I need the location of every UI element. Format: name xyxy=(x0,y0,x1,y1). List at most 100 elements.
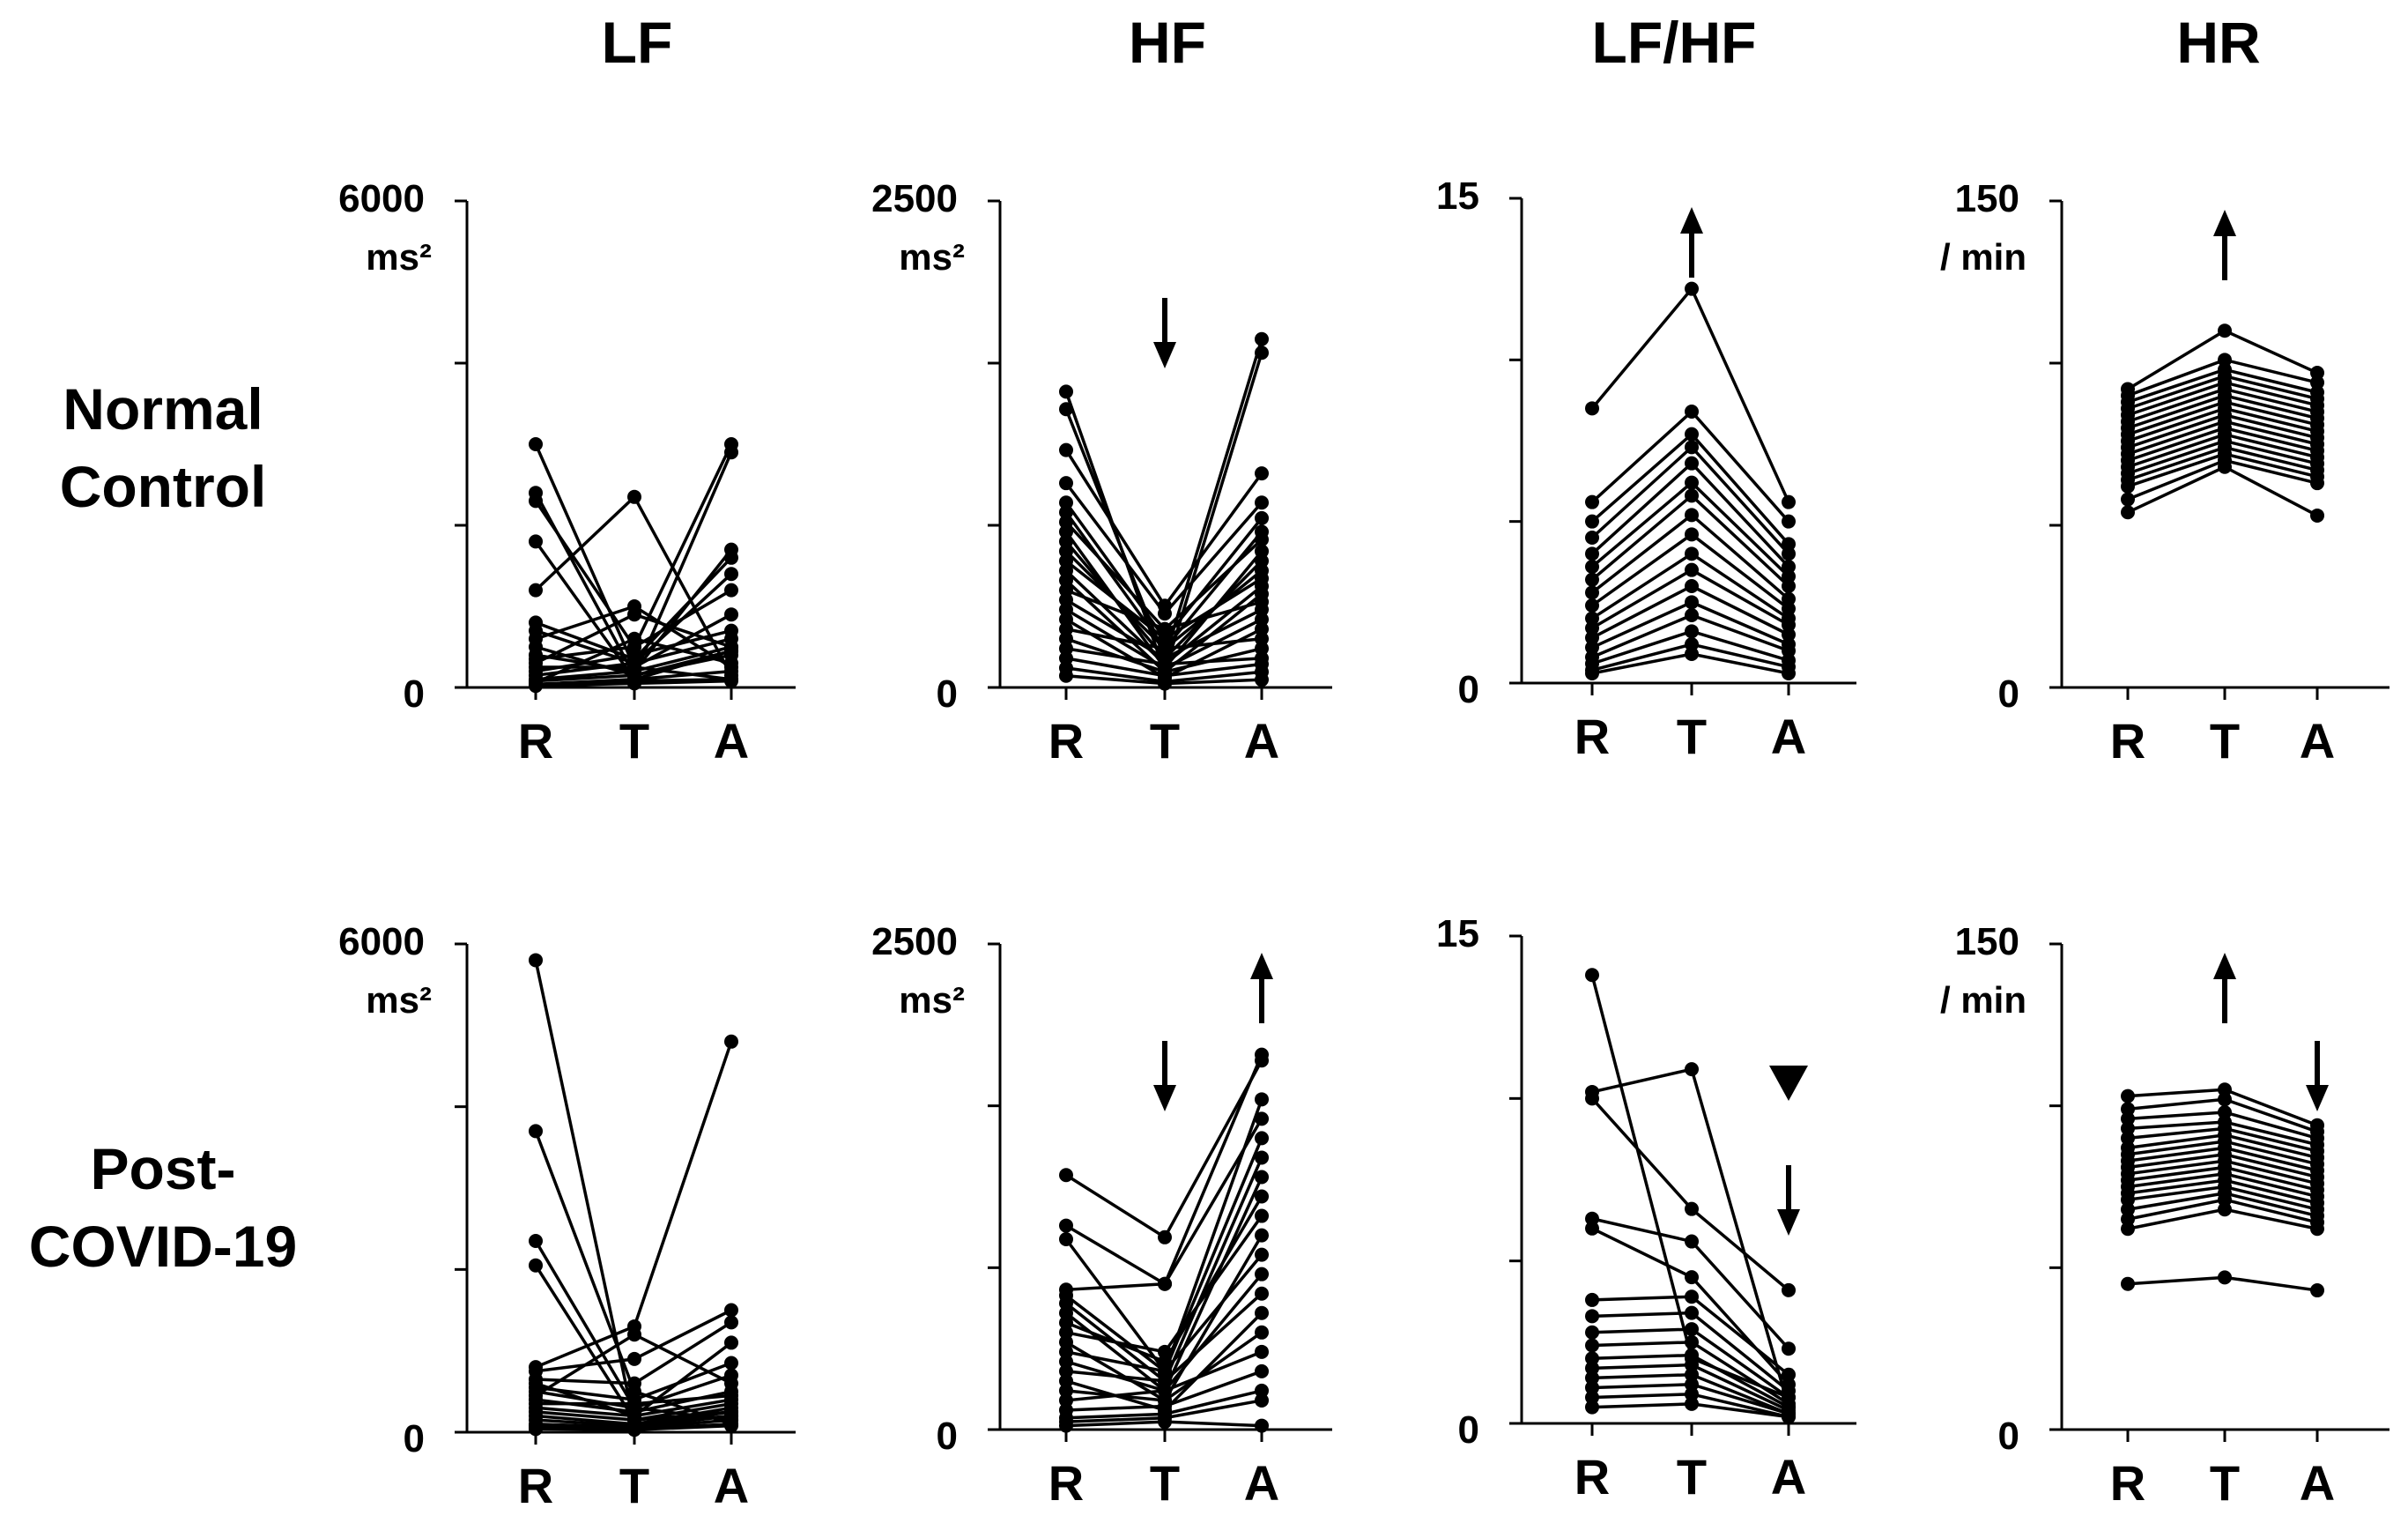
data-point xyxy=(1059,1373,1073,1388)
data-point xyxy=(1255,495,1269,510)
data-point xyxy=(1255,510,1269,525)
data-point xyxy=(1255,1325,1269,1340)
data-point xyxy=(1059,612,1073,627)
data-point xyxy=(627,607,641,622)
data-point xyxy=(1685,1201,1699,1216)
x-tick-label: R xyxy=(518,1458,553,1513)
data-point xyxy=(1685,608,1699,622)
data-point xyxy=(2218,1105,2232,1120)
row-label-line: Control xyxy=(59,454,267,519)
data-point xyxy=(529,1422,543,1437)
y-tick-label: 6000 xyxy=(338,177,425,220)
data-point xyxy=(1585,620,1599,635)
y-tick-label: 0 xyxy=(937,672,958,716)
data-point xyxy=(1255,1111,1269,1126)
data-point xyxy=(529,583,543,598)
data-point xyxy=(1585,1351,1599,1366)
data-point xyxy=(1255,621,1269,636)
data-point xyxy=(1255,602,1269,617)
data-point xyxy=(2310,1222,2324,1237)
data-point xyxy=(1685,508,1699,523)
data-point xyxy=(1059,515,1073,530)
down-arrow-icon xyxy=(1153,298,1176,368)
data-point xyxy=(2310,375,2324,390)
arrow-head xyxy=(1680,207,1703,234)
series-line xyxy=(1065,1118,1263,1292)
x-tick-label: R xyxy=(2110,1455,2145,1511)
data-point xyxy=(724,673,738,688)
data-point xyxy=(1685,488,1699,503)
data-point xyxy=(724,1418,738,1433)
data-point xyxy=(1585,572,1599,587)
data-point xyxy=(1685,546,1699,561)
data-point xyxy=(1685,1234,1699,1249)
data-point xyxy=(1059,631,1073,646)
y-tick-label: 150 xyxy=(1955,920,2019,963)
data-point xyxy=(1782,591,1796,606)
data-point xyxy=(1255,1170,1269,1185)
data-point xyxy=(1585,546,1599,561)
y-tick-label: 0 xyxy=(1458,1408,1479,1452)
data-point xyxy=(1585,968,1599,983)
data-point xyxy=(1255,1267,1269,1282)
data-point xyxy=(1158,1230,1172,1244)
series-line xyxy=(1590,1097,1790,1292)
data-point xyxy=(1255,1047,1269,1062)
data-point xyxy=(529,1124,543,1139)
data-point xyxy=(1782,601,1796,616)
data-point xyxy=(1059,1218,1073,1233)
up-arrow-icon xyxy=(1680,207,1703,278)
data-point xyxy=(1059,476,1073,491)
data-point xyxy=(1685,1270,1699,1285)
data-point xyxy=(1255,1131,1269,1146)
data-point xyxy=(2218,353,2232,368)
data-point xyxy=(2121,1212,2135,1227)
data-point xyxy=(1685,281,1699,296)
data-point xyxy=(1059,1315,1073,1330)
data-point xyxy=(1685,1348,1699,1363)
data-point xyxy=(627,631,641,646)
data-point xyxy=(1685,579,1699,593)
data-point xyxy=(1685,1367,1699,1382)
data-point xyxy=(1255,1383,1269,1398)
x-tick-label: A xyxy=(1771,1449,1806,1504)
data-point xyxy=(1158,621,1172,636)
data-point xyxy=(1585,640,1599,655)
y-tick-label: 0 xyxy=(404,672,425,716)
y-tick-label: 2500 xyxy=(871,177,958,220)
data-point xyxy=(1059,384,1073,399)
data-point xyxy=(1685,562,1699,577)
data-point xyxy=(724,1034,738,1049)
y-unit-label: ms² xyxy=(366,979,432,1021)
x-tick-label: R xyxy=(1574,1449,1610,1504)
data-point xyxy=(1585,1221,1599,1236)
y-tick-label: 15 xyxy=(1436,912,1479,955)
data-point xyxy=(724,583,738,598)
data-point xyxy=(1782,1409,1796,1424)
data-point xyxy=(1585,1371,1599,1386)
y-tick-label: 0 xyxy=(1458,668,1479,711)
down-arrow-icon xyxy=(1153,1041,1176,1111)
data-point xyxy=(1158,1383,1172,1398)
data-point xyxy=(1059,602,1073,617)
y-tick-label: 6000 xyxy=(338,920,425,963)
x-tick-label: A xyxy=(714,1458,749,1513)
data-point xyxy=(1059,1305,1073,1320)
data-point xyxy=(1059,1232,1073,1247)
row-label-line: Normal xyxy=(63,376,263,442)
data-point xyxy=(1059,442,1073,457)
data-point xyxy=(1685,456,1699,471)
data-point xyxy=(1685,1386,1699,1401)
data-point xyxy=(2121,1121,2135,1136)
data-point xyxy=(1255,641,1269,656)
row-label-line: Post- xyxy=(90,1136,236,1201)
data-point xyxy=(1782,1341,1796,1356)
data-point xyxy=(1585,1380,1599,1395)
data-point xyxy=(2121,505,2135,520)
data-point xyxy=(627,1423,641,1438)
up-arrow-icon xyxy=(2213,210,2236,280)
data-point xyxy=(627,1396,641,1411)
x-tick-label: T xyxy=(1150,1455,1180,1511)
data-point xyxy=(1585,1400,1599,1415)
data-point xyxy=(724,1303,738,1318)
